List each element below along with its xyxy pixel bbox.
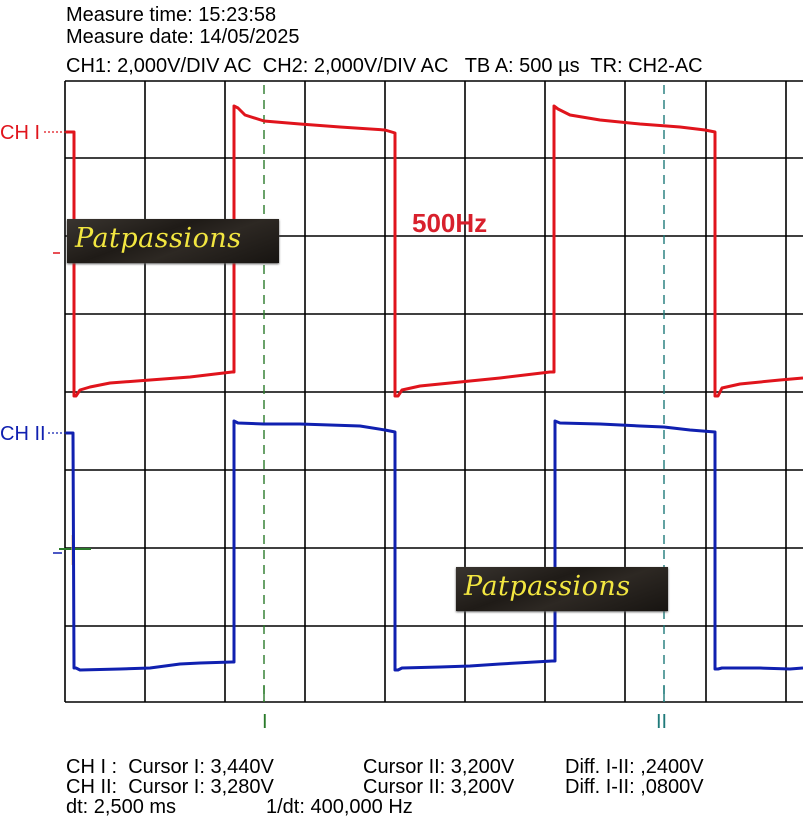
watermark-text: Patpassions bbox=[464, 571, 631, 602]
grid bbox=[64, 80, 803, 703]
ch2-cursor-1-value: CH II: Cursor I: 3,280V bbox=[66, 776, 274, 798]
measure-date: Measure date: 14/05/2025 bbox=[66, 26, 300, 48]
ch1-trace bbox=[66, 104, 803, 398]
ch2-label: CH II bbox=[0, 423, 46, 445]
ch1-cursor-2-value: Cursor II: 3,200V bbox=[363, 756, 515, 778]
ch2-cursor-2-value: Cursor II: 3,200V bbox=[363, 776, 515, 798]
ch1-cursor-1-value: CH I : Cursor I: 3,440V bbox=[66, 756, 274, 778]
ch2-diff-value: Diff. I-II: ,0800V bbox=[565, 776, 704, 798]
delta-time-value: dt: 2,500 ms bbox=[66, 796, 177, 818]
channel-settings: CH1: 2,000V/DIV AC CH2: 2,000V/DIV AC TB… bbox=[66, 55, 703, 77]
frequency-annotation: 500Hz bbox=[412, 208, 488, 238]
delta-freq-value: 1/dt: 400,000 Hz bbox=[266, 796, 413, 818]
measure-time: Measure time: 15:23:58 bbox=[66, 4, 277, 26]
watermark-badge-top: Patpassions bbox=[67, 219, 279, 263]
cursor-2-label: II bbox=[656, 711, 668, 733]
cursor-1-label: I bbox=[262, 711, 268, 733]
ch1-label: CH I bbox=[0, 122, 40, 144]
ch2-trace bbox=[66, 419, 803, 672]
watermark-badge-bottom: Patpassions bbox=[456, 567, 668, 611]
watermark-text: Patpassions bbox=[75, 223, 242, 254]
ch1-diff-value: Diff. I-II: ,2400V bbox=[565, 756, 704, 778]
